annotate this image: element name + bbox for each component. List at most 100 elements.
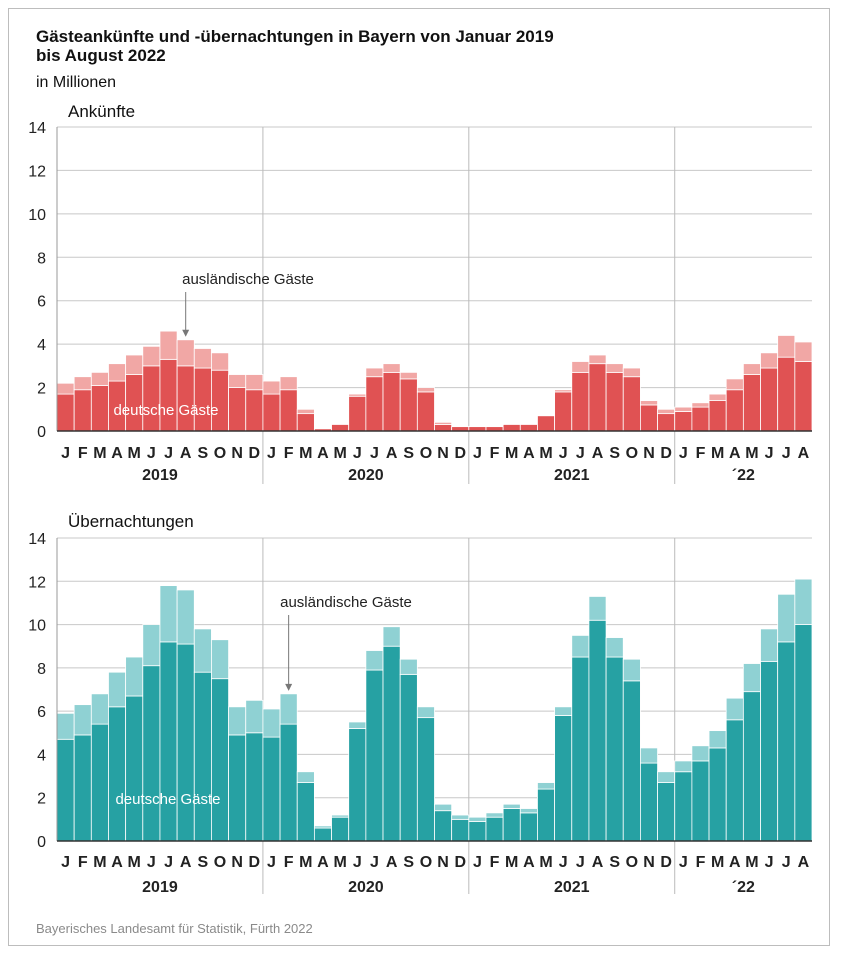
arrivals-bar-domestic	[193, 367, 212, 432]
nights-month-label: O	[626, 854, 638, 871]
arrivals-bar-domestic	[416, 391, 435, 432]
arrivals-year-label: ´22	[732, 467, 755, 484]
arrivals-bar-domestic	[434, 424, 453, 432]
arrivals-month-label: A	[592, 445, 604, 462]
arrivals-y-tick-label: 14	[28, 120, 46, 137]
nights-month-label: F	[78, 854, 88, 871]
arrivals-bar-foreign	[108, 363, 127, 382]
nights-bar-domestic	[193, 671, 212, 842]
arrivals-y-tick-label: 8	[37, 250, 46, 267]
arrivals-bar-foreign	[176, 339, 195, 367]
nights-bar-domestic	[365, 669, 384, 842]
arrivals-bar-domestic	[622, 376, 641, 432]
nights-bar-foreign	[416, 706, 435, 719]
arrivals-bar-domestic	[348, 395, 367, 432]
nights-bar-domestic	[108, 706, 127, 842]
arrivals-bar-domestic	[279, 389, 298, 432]
nights-bar-domestic	[519, 812, 538, 842]
nights-bar-foreign	[108, 671, 127, 708]
arrivals-bar-foreign	[571, 361, 590, 373]
nights-month-label: D	[454, 854, 466, 871]
arrivals-month-label: M	[299, 445, 312, 462]
arrivals-bar-foreign	[657, 408, 676, 415]
nights-bar-domestic	[640, 762, 658, 842]
nights-bar-foreign	[468, 816, 487, 822]
arrivals-bar-foreign	[708, 393, 727, 402]
arrivals-y-tick-label: 12	[28, 163, 46, 180]
nights-bar-foreign	[296, 771, 315, 783]
arrivals-bar-domestic	[588, 363, 607, 432]
arrivals-bar-domestic	[537, 415, 556, 432]
nights-bar-domestic	[760, 660, 779, 842]
nights-month-label: J	[353, 854, 362, 871]
nights-month-label: M	[539, 854, 552, 871]
nights-bar-foreign	[193, 628, 212, 673]
nights-month-label: O	[214, 854, 226, 871]
arrivals-bar-foreign	[125, 354, 144, 375]
arrivals-bar-domestic	[691, 406, 710, 432]
arrivals-month-label: A	[111, 445, 123, 462]
nights-bar-domestic	[588, 619, 607, 842]
arrivals-bar-foreign	[73, 376, 92, 391]
nights-bar-foreign	[348, 721, 367, 729]
arrivals-month-label: S	[609, 445, 620, 462]
nights-bar-foreign	[434, 803, 453, 812]
nights-month-label: F	[490, 854, 500, 871]
nights-bar-domestic	[228, 734, 247, 842]
arrivals-month-label: A	[798, 445, 810, 462]
nights-bar-domestic	[657, 782, 676, 842]
arrivals-y-tick-label: 2	[37, 381, 46, 398]
nights-month-label: J	[765, 854, 774, 871]
arrivals-month-label: F	[490, 445, 500, 462]
arrivals-month-label: M	[539, 445, 552, 462]
nights-month-label: J	[370, 854, 379, 871]
nights-month-label: F	[284, 854, 294, 871]
nights-bar-foreign	[691, 745, 710, 762]
nights-bar-domestic	[348, 728, 367, 842]
arrivals-month-label: J	[267, 445, 276, 462]
nights-month-label: M	[93, 854, 106, 871]
arrivals-bar-foreign	[245, 374, 264, 391]
arrivals-bar-foreign	[777, 335, 796, 358]
chart-title-line1: Gästeankünfte und -übernachtungen in Bay…	[36, 27, 554, 46]
nights-bar-domestic	[451, 818, 470, 842]
nights-bar-foreign	[176, 589, 195, 645]
nights-month-label: A	[386, 854, 398, 871]
nights-bar-domestic	[468, 821, 487, 842]
arrivals-bar-domestic	[73, 389, 92, 432]
arrivals-bar-foreign	[554, 389, 573, 393]
arrivals-year-label: 2019	[142, 467, 178, 484]
nights-bar-foreign	[73, 704, 92, 736]
arrivals-month-label: J	[473, 445, 482, 462]
nights-bar-foreign	[313, 825, 332, 829]
arrivals-month-label: J	[370, 445, 379, 462]
arrivals-month-label: N	[231, 445, 243, 462]
arrivals-bar-domestic	[554, 391, 573, 432]
nights-bar-domestic	[794, 624, 813, 842]
nights-bar-domestic	[331, 816, 350, 842]
nights-bar-domestic	[296, 782, 315, 842]
arrivals-y-tick-label: 6	[37, 294, 46, 311]
nights-month-label: J	[147, 854, 156, 871]
nights-month-label: F	[696, 854, 706, 871]
arrivals-month-label: A	[180, 445, 192, 462]
arrivals-month-label: M	[93, 445, 106, 462]
nights-bar-foreign	[537, 782, 556, 790]
arrivals-bar-domestic	[725, 389, 744, 432]
nights-month-label: J	[61, 854, 70, 871]
nights-bar-foreign	[605, 637, 624, 658]
nights-month-label: J	[679, 854, 688, 871]
arrivals-bar-foreign	[622, 367, 641, 378]
nights-month-label: A	[111, 854, 123, 871]
nights-bar-domestic	[142, 665, 161, 842]
arrivals-bar-foreign	[90, 371, 109, 386]
nights-year-label: 2020	[348, 879, 384, 896]
nights-month-label: N	[231, 854, 243, 871]
arrivals-bar-foreign	[211, 352, 229, 371]
arrivals-annotation-arrow-head	[182, 329, 190, 337]
arrivals-bar-domestic	[708, 400, 727, 432]
arrivals-month-label: J	[765, 445, 774, 462]
nights-bar-domestic	[262, 736, 281, 842]
arrivals-y-tick-label: 10	[28, 207, 46, 224]
nights-month-label: M	[711, 854, 724, 871]
